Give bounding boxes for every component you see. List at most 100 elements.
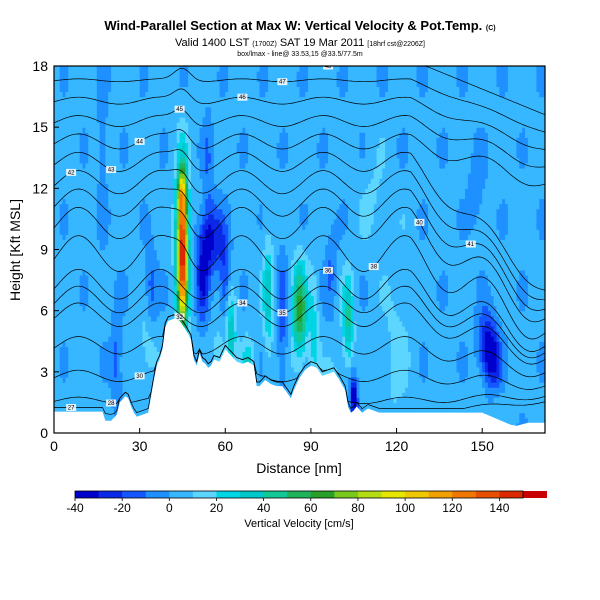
w-cell [159,132,164,138]
w-cell [191,310,195,317]
w-cell [125,376,129,383]
w-cell [76,407,81,414]
w-cell [151,142,155,149]
w-cell [125,239,129,246]
w-cell [125,315,129,322]
w-cell [62,387,67,393]
w-cell [139,188,144,195]
w-cell [176,259,181,266]
w-cell [71,203,75,210]
w-cell [76,81,81,87]
w-cell [71,280,75,286]
w-cell [185,229,189,235]
w-cell [173,162,178,169]
w-cell [222,218,226,225]
w-cell [159,178,164,184]
w-cell [88,218,92,225]
w-cell [96,122,101,128]
w-cell [71,325,75,332]
w-cell [228,280,232,286]
w-cell [248,213,252,220]
w-cell [125,111,129,118]
w-cell [185,234,189,240]
w-cell [185,285,189,291]
w-cell [82,336,86,342]
w-cell [79,331,84,337]
w-cell [205,285,209,291]
w-cell [76,86,81,93]
w-cell [193,234,198,240]
w-cell [68,81,72,87]
w-cell [73,382,78,388]
w-cell [56,157,61,164]
w-cell [193,229,198,235]
w-cell [239,331,243,337]
w-cell [99,325,104,332]
w-cell [205,76,209,82]
w-cell [179,208,184,215]
w-cell [196,280,201,286]
w-cell [73,320,78,327]
w-cell [153,351,158,358]
w-cell [76,101,81,108]
w-cell [111,152,115,159]
w-cell [116,366,121,373]
w-cell [182,71,186,77]
w-cell [56,239,61,246]
w-cell [213,76,218,82]
w-cell [68,331,72,337]
w-cell [62,285,67,291]
w-cell [136,407,141,414]
w-cell [156,81,161,87]
w-cell [68,229,72,235]
w-cell [219,259,224,266]
w-cell [202,224,206,230]
w-cell [179,280,184,286]
w-cell [205,188,209,195]
w-cell [233,280,238,286]
w-cell [185,290,189,296]
w-cell [188,331,192,337]
w-cell [233,269,238,276]
w-cell [136,325,141,332]
w-cell [133,193,138,200]
w-cell [62,122,67,128]
w-cell [88,213,92,220]
w-cell [202,81,206,87]
w-cell [245,229,249,235]
w-cell [173,203,178,210]
w-cell [225,310,229,317]
w-cell [211,71,215,77]
w-cell [216,341,221,347]
w-cell [248,346,252,353]
w-cell [131,193,135,200]
w-cell [88,162,92,169]
w-cell [165,71,169,77]
w-cell [222,193,226,200]
w-cell [108,310,112,317]
w-cell [185,173,189,179]
w-cell [242,208,246,215]
w-cell [65,208,69,215]
w-cell [62,157,67,164]
w-cell [156,147,161,154]
w-cell [113,142,118,149]
w-cell [222,66,226,72]
w-cell [185,295,189,302]
w-cell [79,310,84,317]
w-cell [76,376,81,383]
w-cell [65,249,69,256]
w-cell [182,116,186,123]
w-cell [168,132,172,138]
w-cell [211,116,215,123]
w-cell [108,346,112,353]
w-cell [208,81,212,87]
w-cell [153,183,158,189]
w-cell [188,315,192,322]
w-cell [228,259,232,266]
w-cell [176,244,181,251]
w-cell [113,392,118,398]
w-cell [199,96,204,103]
w-cell [79,361,84,368]
w-cell [96,315,101,322]
